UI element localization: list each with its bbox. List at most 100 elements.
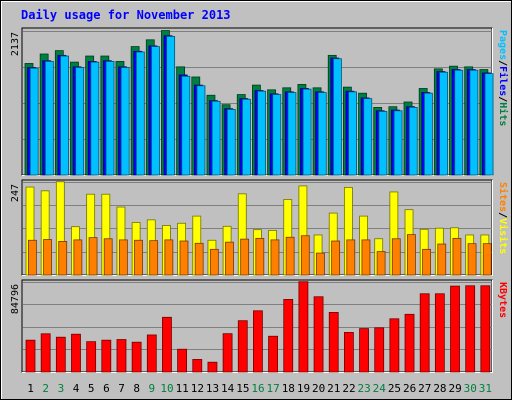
bar-kbytes-day-7 — [116, 339, 127, 373]
bar-pages-day-22 — [348, 91, 357, 176]
series-legend-label: Pages/Files/Hits — [497, 30, 509, 126]
bar-kbytes-day-9 — [146, 334, 157, 373]
bar-sites-day-3 — [58, 240, 68, 276]
x-tick-label: 31 — [479, 382, 492, 395]
bar-kbytes-day-31 — [480, 285, 491, 373]
bar-sites-day-28 — [437, 243, 447, 276]
bar-sites-day-10 — [164, 239, 174, 276]
bar-sites-day-20 — [316, 252, 325, 276]
x-tick-label: 28 — [433, 382, 446, 395]
x-tick-label: 6 — [103, 382, 110, 395]
x-tick-label: 21 — [327, 382, 340, 395]
legend-separator: / — [497, 212, 508, 218]
bar-kbytes-day-22 — [343, 332, 354, 373]
y-tick-label: 2137 — [10, 32, 21, 56]
x-tick-label: 20 — [312, 382, 325, 395]
bar-pages-day-27 — [423, 92, 433, 176]
bar-sites-day-2 — [43, 239, 52, 276]
bar-pages-day-29 — [454, 69, 464, 176]
legend-entry-sites: Sites — [497, 182, 509, 212]
x-tick-label: 2 — [42, 382, 49, 395]
bar-pages-day-12 — [196, 85, 206, 176]
x-tick-label: 19 — [297, 382, 310, 395]
x-axis-labels: 1 2 3 4 5 6 7 8 9 10 11 12 13 14 15 16 17 18 19 20 21 22 23 24 2… — [27, 382, 492, 395]
bar-pages-day-20 — [317, 92, 327, 176]
bar-pages-day-30 — [469, 69, 479, 176]
bar-pages-day-5 — [90, 61, 100, 176]
bar-pages-day-17 — [272, 94, 282, 176]
x-tick-label: 13 — [206, 382, 219, 395]
x-tick-label: 22 — [342, 382, 355, 395]
series-legend-label: Sites/Visits — [497, 182, 509, 254]
bar-pages-day-15 — [242, 98, 251, 176]
bar-sites-day-14 — [225, 241, 234, 276]
series-legend-label: KBytes — [497, 282, 508, 318]
bar-sites-day-13 — [209, 248, 219, 276]
bar-pages-day-11 — [181, 75, 191, 176]
bar-sites-day-26 — [407, 234, 416, 276]
bar-kbytes-day-23 — [359, 328, 369, 373]
legend-entry-visits: Visits — [497, 218, 509, 254]
bar-kbytes-day-11 — [177, 348, 188, 373]
bar-kbytes-day-24 — [374, 327, 385, 373]
series-pages — [29, 36, 494, 176]
bar-kbytes-day-17 — [268, 335, 278, 373]
bar-sites-day-7 — [118, 239, 128, 276]
bar-pages-day-24 — [378, 111, 388, 176]
bar-pages-day-10 — [166, 36, 176, 176]
bar-pages-day-23 — [363, 98, 373, 176]
bar-sites-day-30 — [467, 243, 477, 276]
bar-sites-day-6 — [103, 238, 113, 276]
bar-pages-day-28 — [439, 71, 448, 176]
bar-kbytes-day-3 — [55, 336, 66, 373]
bar-kbytes-day-14 — [222, 333, 233, 373]
x-tick-label: 29 — [448, 382, 461, 395]
bar-sites-day-18 — [285, 236, 295, 276]
bar-pages-day-13 — [211, 100, 221, 176]
bar-sites-day-23 — [361, 239, 371, 276]
bar-sites-day-19 — [300, 235, 310, 276]
bar-sites-day-24 — [376, 251, 386, 276]
x-tick-label: 8 — [133, 382, 140, 395]
legend-entry-kbytes: KBytes — [497, 282, 508, 318]
bar-kbytes-day-19 — [298, 281, 309, 373]
bar-sites-day-29 — [452, 237, 462, 276]
x-tick-label: 24 — [373, 382, 387, 395]
bar-pages-day-9 — [151, 46, 160, 176]
bar-pages-day-26 — [408, 107, 418, 176]
bar-sites-day-11 — [179, 240, 189, 276]
series-sites — [27, 234, 492, 276]
y-tick-label: 247 — [10, 184, 21, 202]
bar-pages-day-14 — [226, 109, 236, 176]
legend-entry-pages: Pages — [497, 30, 508, 60]
bar-pages-day-19 — [302, 88, 312, 176]
bar-kbytes-day-4 — [71, 333, 81, 373]
bar-sites-day-8 — [134, 239, 143, 276]
bar-kbytes-day-30 — [465, 285, 476, 373]
x-tick-label: 4 — [73, 382, 80, 395]
bar-kbytes-day-25 — [389, 318, 400, 373]
bar-kbytes-day-26 — [404, 313, 415, 373]
bar-pages-day-6 — [105, 61, 115, 176]
legend-separator: / — [497, 96, 508, 102]
x-tick-label: 30 — [464, 382, 477, 395]
bar-kbytes-day-29 — [450, 285, 460, 373]
legend-entry-hits: Hits — [497, 102, 509, 126]
bar-sites-day-27 — [422, 248, 431, 276]
panel-hits-files-pages: 2137 Pages/Files/Hits — [10, 27, 509, 176]
bar-kbytes-day-21 — [328, 311, 339, 373]
bar-kbytes-day-8 — [131, 341, 142, 373]
chart-title: Daily usage for November 2013 — [21, 8, 231, 22]
bar-kbytes-day-13 — [207, 361, 218, 373]
bar-kbytes-day-12 — [192, 359, 203, 373]
bar-kbytes-day-2 — [40, 333, 51, 373]
x-tick-label: 16 — [251, 382, 264, 395]
x-tick-label: 23 — [358, 382, 371, 395]
bar-pages-day-7 — [120, 67, 130, 176]
series-kbytes — [25, 281, 491, 373]
panel-visits-sites: 247 Sites/Visits — [10, 179, 509, 276]
legend-entry-files: Files — [497, 66, 509, 96]
bar-sites-day-25 — [391, 238, 401, 276]
bar-sites-day-31 — [482, 243, 492, 276]
